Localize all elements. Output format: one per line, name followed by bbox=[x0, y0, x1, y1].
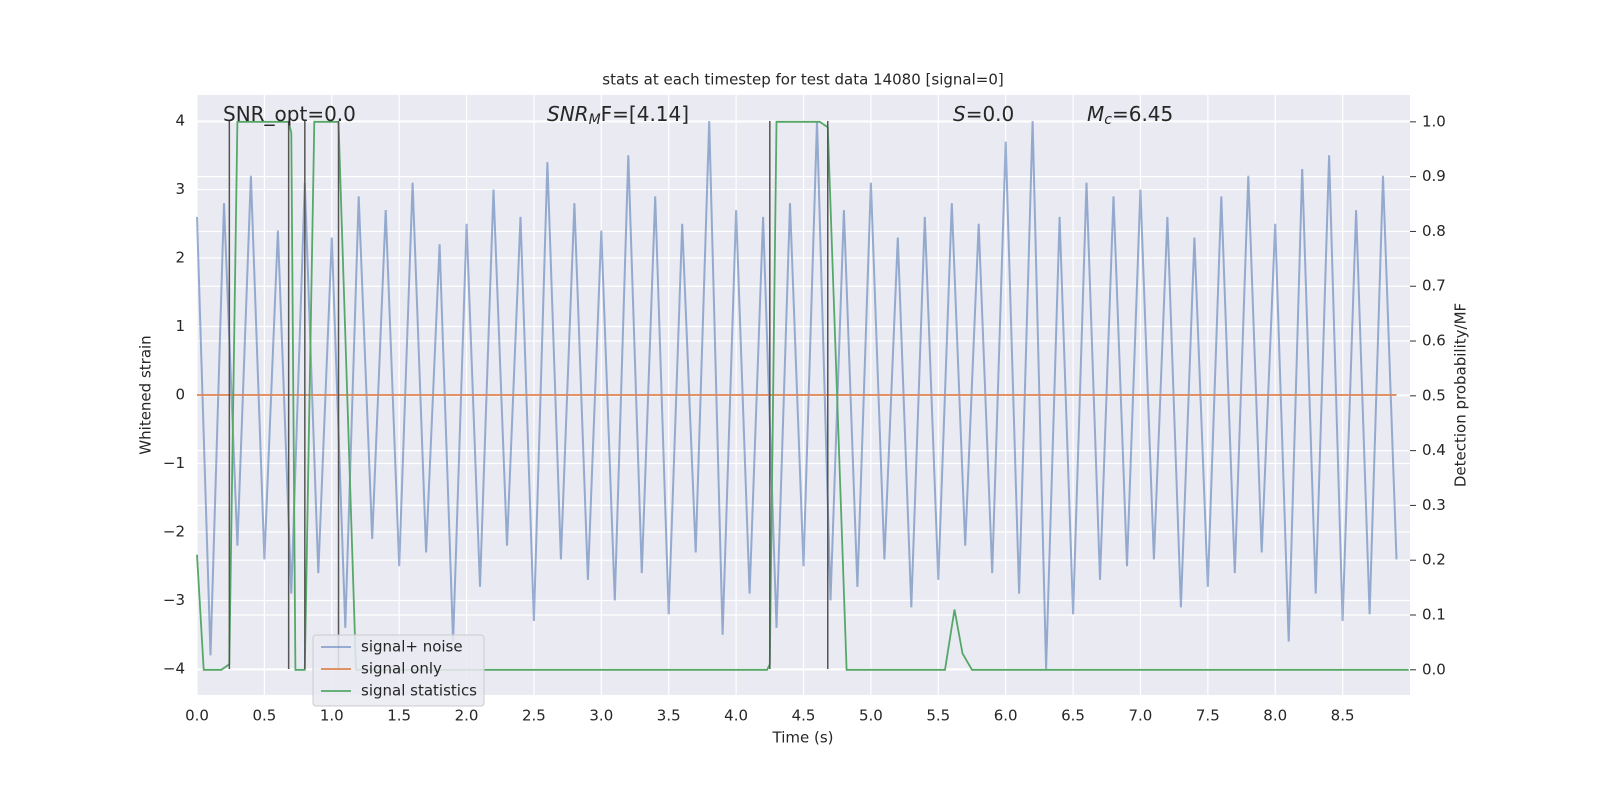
x-tick-label: 3.0 bbox=[589, 707, 613, 725]
annotation-part: S bbox=[953, 102, 966, 126]
y2-tick-label: 0.7 bbox=[1422, 277, 1446, 295]
y2-tick-label: 0.3 bbox=[1422, 496, 1446, 514]
y2-tick-label: 0.2 bbox=[1422, 551, 1446, 569]
x-tick-label: 7.0 bbox=[1129, 707, 1153, 725]
x-tick-label: 4.5 bbox=[792, 707, 816, 725]
x-tick-label: 0.5 bbox=[252, 707, 276, 725]
x-tick-label: 8.5 bbox=[1331, 707, 1355, 725]
y-tick-label: −2 bbox=[163, 522, 185, 540]
y2-tick-label: 0.9 bbox=[1422, 167, 1446, 185]
x-tick-label: 8.0 bbox=[1263, 707, 1287, 725]
series-line bbox=[196, 120, 1398, 670]
annotation-part: =6.45 bbox=[1112, 102, 1173, 126]
x-tick-label: 0.0 bbox=[185, 707, 209, 725]
y2-axis-label: Detection probability/MF bbox=[1452, 303, 1470, 487]
x-tick-label: 5.0 bbox=[859, 707, 883, 725]
annotation: SNR_opt=0.0 bbox=[223, 102, 356, 126]
y2-tick-label: 0.0 bbox=[1422, 660, 1446, 678]
x-tick-label: 7.5 bbox=[1196, 707, 1220, 725]
annotation-part: M bbox=[1087, 102, 1104, 126]
x-axis-label: Time (s) bbox=[772, 729, 834, 747]
x-tick-label: 5.5 bbox=[926, 707, 950, 725]
y-tick-label: −4 bbox=[163, 659, 185, 677]
y-axis-label: Whitened strain bbox=[137, 335, 155, 454]
y-tick-label: 0 bbox=[175, 386, 185, 404]
annotation: S=0.0 bbox=[953, 102, 1014, 126]
y2-tick-label: 0.5 bbox=[1422, 386, 1446, 404]
y-tick-label: −3 bbox=[163, 591, 185, 609]
y2-tick-label: 0.6 bbox=[1422, 332, 1446, 350]
y-tick-label: 4 bbox=[175, 112, 185, 130]
y-tick-label: 3 bbox=[175, 180, 185, 198]
x-tick-label: 1.0 bbox=[320, 707, 344, 725]
annotation-part: SNR_opt=0.0 bbox=[223, 102, 356, 126]
annotation-part: F=[4.14] bbox=[601, 102, 689, 126]
annotation: SNRMF=[4.14] bbox=[547, 102, 689, 129]
x-tick-label: 6.0 bbox=[994, 707, 1018, 725]
y-tick-label: −1 bbox=[163, 454, 185, 472]
x-tick-label: 2.5 bbox=[522, 707, 546, 725]
y-tick-label: 1 bbox=[175, 317, 185, 335]
legend: signal+ noise signal only signal statistic… bbox=[312, 634, 485, 707]
annotation: Mc=6.45 bbox=[1087, 102, 1173, 129]
x-tick-label: 6.5 bbox=[1061, 707, 1085, 725]
y2-tick-label: 0.4 bbox=[1422, 441, 1446, 459]
y2-tick-label: 1.0 bbox=[1422, 112, 1446, 130]
x-tick-label: 4.0 bbox=[724, 707, 748, 725]
y2-tick-label: 0.8 bbox=[1422, 222, 1446, 240]
annotation-part: =0.0 bbox=[966, 102, 1015, 126]
y2-tick-label: 0.1 bbox=[1422, 606, 1446, 624]
annotation-part: M bbox=[589, 112, 601, 128]
x-tick-label: 3.5 bbox=[657, 707, 681, 725]
legend-box bbox=[312, 634, 485, 707]
annotation-part: c bbox=[1104, 112, 1112, 128]
annotation-part: SNR bbox=[547, 102, 589, 126]
chart-title: stats at each timestep for test data 140… bbox=[602, 71, 1003, 89]
legend-label: signal only bbox=[361, 660, 442, 678]
y-tick-label: 2 bbox=[175, 249, 185, 267]
legend-label: signal statistics bbox=[361, 682, 477, 700]
legend-label: signal+ noise bbox=[361, 638, 463, 656]
x-tick-label: 2.0 bbox=[455, 707, 479, 725]
x-tick-label: 1.5 bbox=[387, 707, 411, 725]
